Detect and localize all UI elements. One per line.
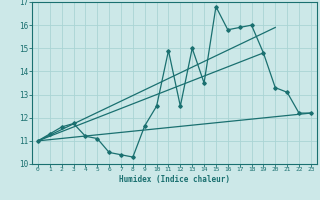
X-axis label: Humidex (Indice chaleur): Humidex (Indice chaleur) (119, 175, 230, 184)
